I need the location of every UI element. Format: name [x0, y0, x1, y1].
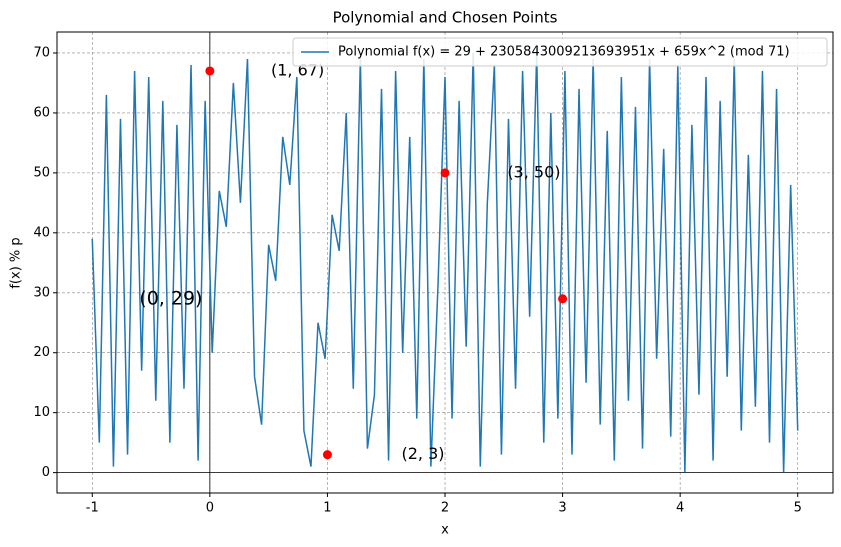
annotation: (2, 3)	[401, 444, 444, 463]
legend: Polynomial f(x) = 29 + 23058430092136939…	[292, 37, 828, 67]
x-tick-label: -1	[86, 501, 99, 516]
y-axis-label: f(x) % p	[9, 237, 24, 288]
y-tick-label: 60	[33, 105, 50, 120]
y-tick-label: 70	[33, 45, 50, 60]
annotation: (0, 29)	[139, 287, 202, 309]
plot-frame	[56, 31, 834, 494]
legend-label: Polynomial f(x) = 29 + 23058430092136939…	[338, 45, 790, 60]
x-axis-label: x	[441, 523, 449, 538]
chosen-point	[440, 168, 450, 178]
x-tick-label: 2	[441, 501, 449, 516]
x-tick-label: 0	[206, 501, 214, 516]
y-tick-label: 10	[33, 405, 50, 420]
y-tick-label: 20	[33, 345, 50, 360]
chosen-point	[205, 66, 215, 76]
y-tick-label: 50	[33, 165, 50, 180]
annotation: (3, 50)	[507, 162, 560, 181]
x-tick-label: 4	[676, 501, 684, 516]
chosen-point	[558, 294, 568, 304]
x-tick-label: 3	[558, 501, 566, 516]
chosen-point	[322, 450, 332, 460]
x-tick-label: 1	[323, 501, 331, 516]
y-tick-label: 40	[33, 225, 50, 240]
legend-box	[292, 37, 828, 67]
x-tick-label: 5	[794, 501, 802, 516]
series-line	[91, 52, 799, 473]
y-tick-label: 30	[33, 285, 50, 300]
y-tick-label: 0	[42, 465, 50, 480]
chart-title: Polynomial and Chosen Points	[333, 9, 558, 27]
